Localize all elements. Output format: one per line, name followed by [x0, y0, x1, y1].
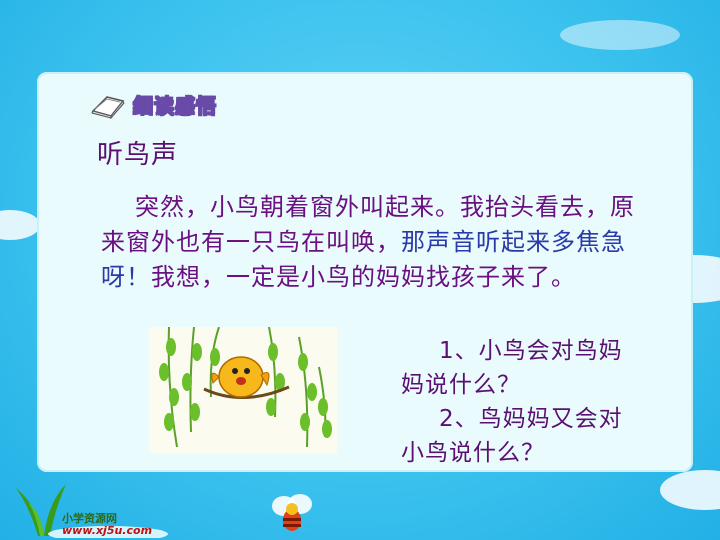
- question-list: 1、小鸟会对鸟妈妈说什么？ 2、鸟妈妈又会对小鸟说什么？: [401, 334, 641, 470]
- bird-in-willow-illustration: [149, 327, 337, 453]
- site-url[interactable]: www.xj5u.com: [62, 524, 153, 537]
- paragraph-part3: 我想，一定是小鸟的妈妈找孩子来了。: [151, 263, 576, 291]
- paragraph-part2: 那声音听起来多焦急呀！: [101, 228, 626, 291]
- question-1: 1、小鸟会对鸟妈妈说什么？: [401, 338, 623, 398]
- bee-decoration: [272, 494, 312, 531]
- cloud-decoration: [660, 470, 720, 510]
- book-icon: [91, 96, 125, 119]
- section-header: 细读感悟: [89, 86, 217, 122]
- story-paragraph: 突然，小鸟朝着窗外叫起来。我抬头看去，原来窗外也有一只鸟在叫唤，那声音听起来多焦…: [101, 190, 641, 295]
- content-panel: 细读感悟 听鸟声 突然，小鸟朝着窗外叫起来。我抬头看去，原来窗外也有一只鸟在叫唤…: [37, 72, 693, 472]
- cloud-decoration: [0, 210, 40, 240]
- site-name: 小学资源网: [62, 512, 117, 525]
- section-title: 听鸟声: [97, 140, 179, 170]
- cloud-decoration: [560, 20, 680, 50]
- site-logo: [16, 484, 168, 538]
- question-2: 2、鸟妈妈又会对小鸟说什么？: [401, 406, 623, 466]
- paragraph-part1: 突然，小鸟朝着窗外叫起来。我抬头看去，原来窗外也有一只鸟在叫唤，: [101, 193, 635, 256]
- header-label: 细读感悟: [132, 93, 217, 118]
